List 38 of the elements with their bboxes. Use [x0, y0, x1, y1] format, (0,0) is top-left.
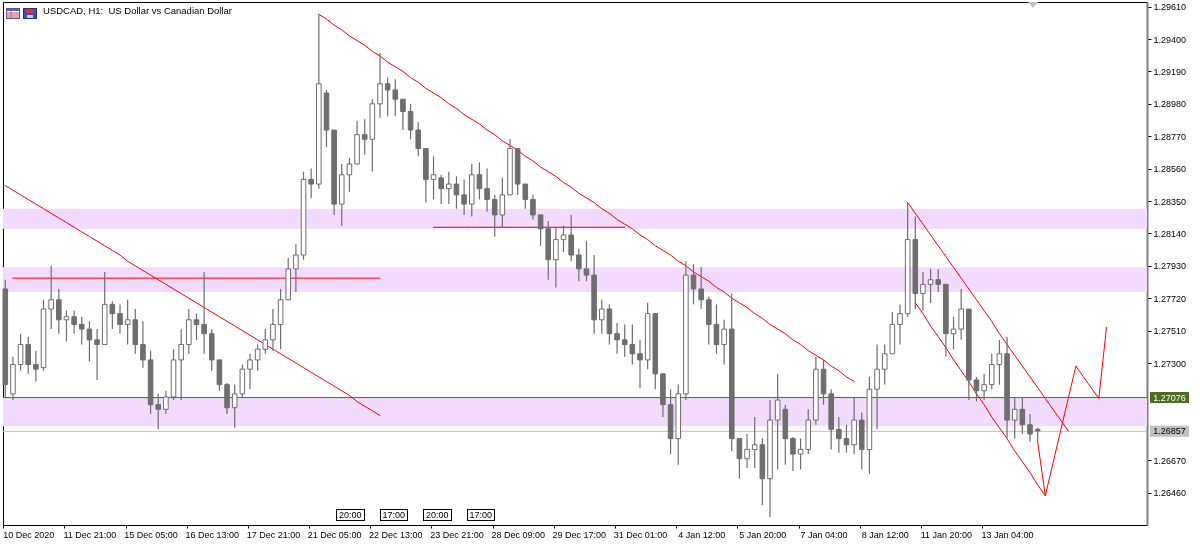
- y-tick-label: 1.28350: [1153, 196, 1187, 207]
- x-tick-label: 23 Dec 21:00: [430, 529, 484, 540]
- x-tick-label: 5 Jan 20:00: [739, 529, 787, 540]
- y-tick-label: 1.26670: [1153, 455, 1187, 466]
- y-tick-label: 1.28980: [1153, 99, 1187, 110]
- y-tick-label: 1.28560: [1153, 164, 1187, 175]
- ref-line-label: 1.27076: [1153, 392, 1186, 403]
- ref-line-label: 1.26857: [1153, 426, 1186, 437]
- y-tick-label: 1.27720: [1153, 293, 1187, 304]
- x-tick-label: 21 Dec 05:00: [307, 529, 362, 540]
- y-tick-label: 1.29190: [1153, 66, 1187, 77]
- annotation: 17:00: [379, 509, 409, 521]
- x-tick-label: 28 Dec 09:00: [491, 529, 545, 540]
- y-tick-label: 1.29400: [1153, 34, 1187, 45]
- y-tick-label: 1.29610: [1153, 2, 1187, 13]
- x-tick-label: 31 Dec 01:00: [613, 529, 668, 540]
- y-tick-label: 1.27510: [1153, 326, 1187, 337]
- y-tick-label: 1.26460: [1153, 488, 1187, 499]
- y-tick-label: 1.27300: [1153, 358, 1187, 369]
- annotation: 20:00: [423, 509, 452, 521]
- x-tick-label: 10 Dec 2020: [3, 529, 55, 540]
- x-tick-label: 16 Dec 13:00: [185, 529, 240, 540]
- x-tick-label: 15 Dec 05:00: [124, 529, 178, 540]
- x-tick-label: 4 Jan 12:00: [678, 529, 726, 540]
- y-tick-label: 1.28770: [1153, 131, 1187, 142]
- annotation: 20:00: [336, 509, 365, 521]
- chart-title: USDCAD, H1: US Dollar vs Canadian Dollar: [43, 5, 233, 16]
- x-tick-label: 7 Jan 04:00: [800, 529, 848, 540]
- x-tick-label: 11 Jan 20:00: [920, 529, 973, 540]
- x-tick-label: 17 Dec 21:00: [246, 529, 301, 540]
- y-tick-label: 1.28140: [1153, 228, 1187, 239]
- x-tick-label: 22 Dec 13:00: [369, 529, 423, 540]
- x-tick-label: 11 Dec 21:00: [63, 529, 117, 540]
- y-tick-label: 1.27930: [1153, 261, 1187, 272]
- x-tick-label: 29 Dec 17:00: [552, 529, 607, 540]
- annotation: 17:00: [466, 509, 496, 521]
- x-tick-label: 8 Jan 12:00: [861, 529, 909, 540]
- x-tick-label: 13 Jan 04:00: [981, 529, 1034, 540]
